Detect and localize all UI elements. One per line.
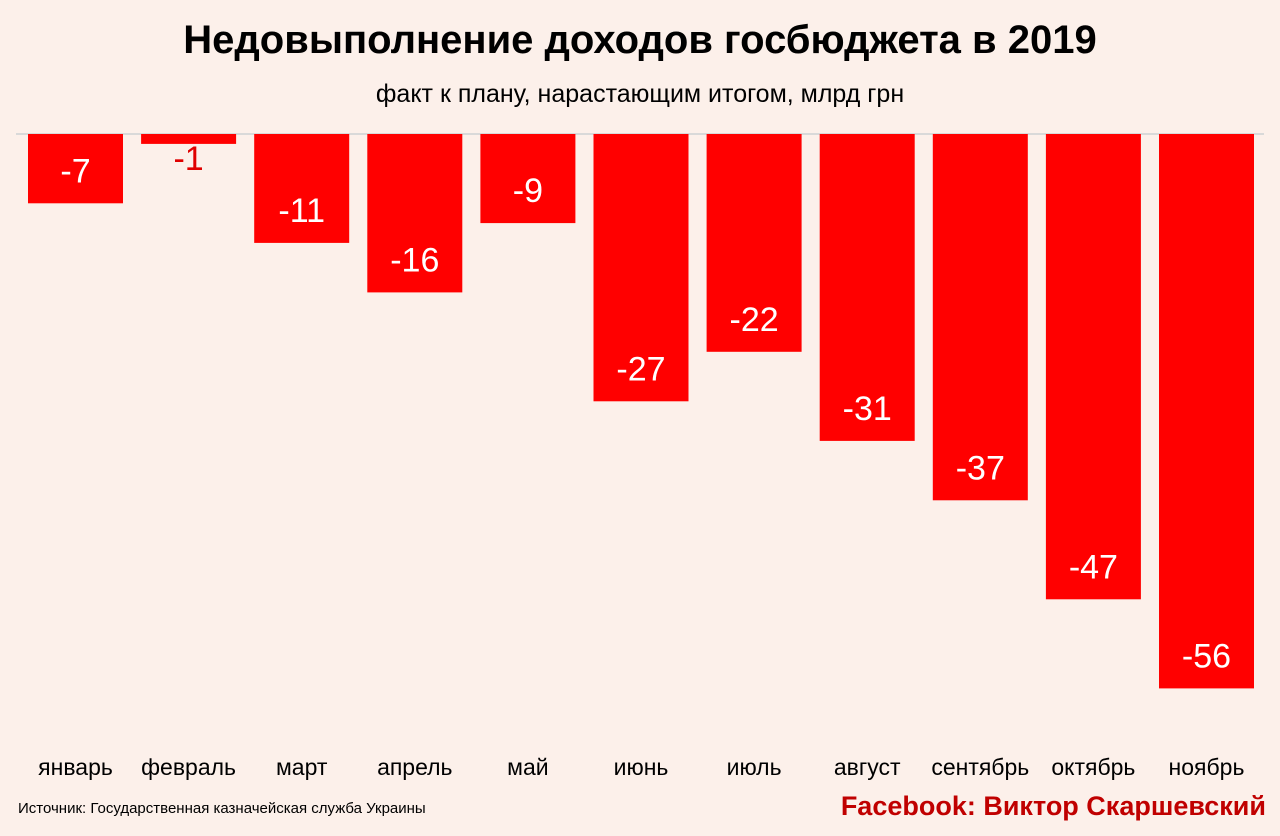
source-note: Источник: Государственная казначейская с…: [18, 800, 426, 817]
bar-2: [254, 134, 350, 243]
category-label-2: март: [276, 754, 328, 780]
category-label-3: апрель: [377, 754, 452, 780]
category-labels-group: январь февраль март апрель май июнь июль август…: [38, 754, 1244, 780]
data-label-7: -31: [843, 390, 892, 428]
bar-7: [819, 134, 915, 441]
bar-1: [141, 134, 237, 144]
category-label-8: сентябрь: [931, 754, 1029, 780]
bar-4: [480, 134, 576, 224]
category-label-5: июнь: [614, 754, 669, 780]
bar-8: [932, 134, 1028, 501]
category-label-10: ноябрь: [1169, 754, 1245, 780]
data-label-10: -56: [1182, 637, 1231, 675]
bar-10: [1159, 134, 1254, 689]
bars-group: [28, 134, 1254, 689]
bar-3: [367, 134, 463, 293]
data-label-9: -47: [1069, 548, 1118, 586]
category-label-4: май: [507, 754, 548, 780]
data-label-1: -1: [173, 140, 203, 178]
data-label-5: -27: [616, 350, 665, 388]
chart-subtitle: факт к плану, нарастающим итогом, млрд г…: [375, 80, 905, 108]
category-label-7: август: [834, 754, 901, 780]
category-label-0: январь: [38, 754, 113, 780]
data-label-2: -11: [278, 192, 325, 230]
data-label-6: -22: [730, 301, 779, 339]
data-label-4: -9: [513, 172, 543, 210]
author-credit: Facebook: Виктор Скаршевский: [840, 791, 1266, 821]
data-label-0: -7: [60, 152, 90, 190]
category-label-6: июль: [727, 754, 782, 780]
bar-5: [593, 134, 689, 402]
bar-0: [28, 134, 123, 204]
data-label-8: -37: [956, 449, 1005, 487]
bar-6: [706, 134, 802, 352]
bar-9: [1045, 134, 1141, 600]
data-labels-group: -7 -1 -11 -16 -9 -27 -22 -31 -37 -47 -56: [60, 140, 1231, 676]
chart-title: Недовыполнение доходов госбюджета в 2019: [183, 18, 1097, 62]
category-label-9: октябрь: [1051, 754, 1135, 780]
data-label-3: -16: [390, 241, 439, 279]
category-label-1: февраль: [141, 754, 236, 780]
